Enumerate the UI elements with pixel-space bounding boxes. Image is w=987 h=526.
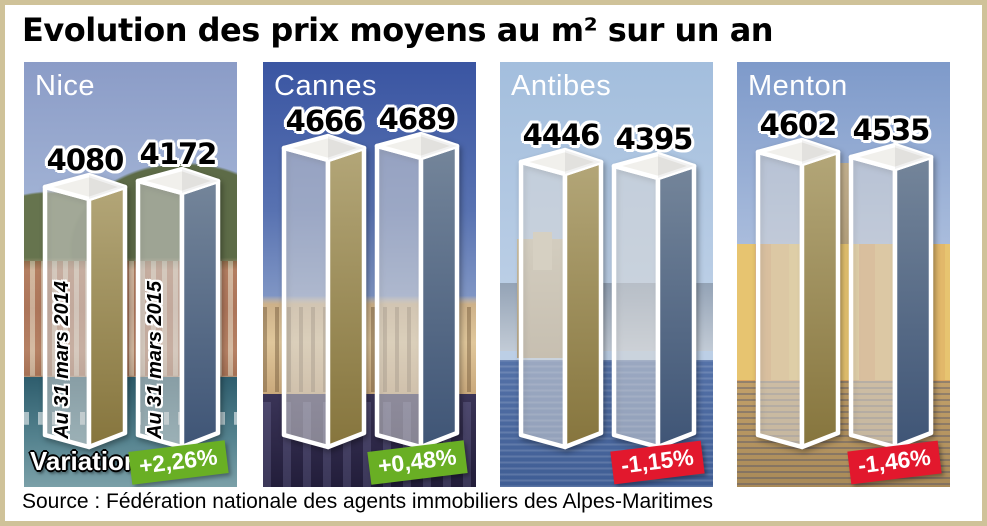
bar-menton-2015: 4535 [848, 113, 934, 450]
source-credit: Source : Fédération nationale des agents… [22, 490, 714, 513]
panel-menton: Menton 4602 4535 -1,46% [737, 62, 950, 487]
city-label: Menton [748, 70, 848, 102]
bar-value: 4080 [46, 143, 125, 177]
bar-year-label: Au 31 mars 2015 [144, 281, 166, 439]
bar-value: 4666 [285, 104, 364, 138]
variation-label: Variation [30, 446, 140, 476]
bar-cannes-2015: 4689 [374, 102, 460, 450]
panel-nice: Nice 4080 Au 31 mars 2014 4172 Au 31 mar… [24, 62, 237, 487]
bar-value: 4602 [759, 108, 838, 142]
city-label: Antibes [511, 70, 612, 102]
bar-value: 4172 [139, 137, 218, 171]
bar-value: 4689 [378, 102, 457, 136]
cannes-city-photo [263, 62, 476, 487]
bar-3d-shape-icon [281, 133, 367, 450]
bar-3d-shape-icon [755, 137, 841, 450]
bar-3d-shape-icon [611, 151, 697, 450]
bar-antibes-2015: 4395 [611, 122, 697, 450]
bar-menton-2014: 4602 [755, 108, 841, 450]
bar-3d-shape-icon [848, 142, 934, 450]
bar-3d-shape-icon [518, 147, 604, 450]
bar-value: 4535 [852, 113, 931, 147]
page-title: Evolution des prix moyens au m² sur un a… [22, 11, 774, 49]
city-label: Nice [35, 70, 96, 102]
city-label: Cannes [274, 70, 377, 102]
bar-nice-2015: 4172 Au 31 mars 2015 [135, 137, 221, 450]
bar-value: 4395 [615, 122, 694, 156]
panel-cannes: Cannes 4666 4689 +0,48% [263, 62, 476, 487]
panel-antibes: Antibes 4446 4395 -1,15% [500, 62, 713, 487]
bar-value: 4446 [522, 118, 601, 152]
bar-antibes-2014: 4446 [518, 118, 604, 450]
bar-year-label: Au 31 mars 2014 [51, 281, 73, 439]
bar-nice-2014: 4080 Au 31 mars 2014 [42, 143, 128, 450]
bar-3d-shape-icon [374, 131, 460, 450]
bar-3d-shape-icon [42, 172, 128, 450]
bar-cannes-2014: 4666 [281, 104, 367, 450]
